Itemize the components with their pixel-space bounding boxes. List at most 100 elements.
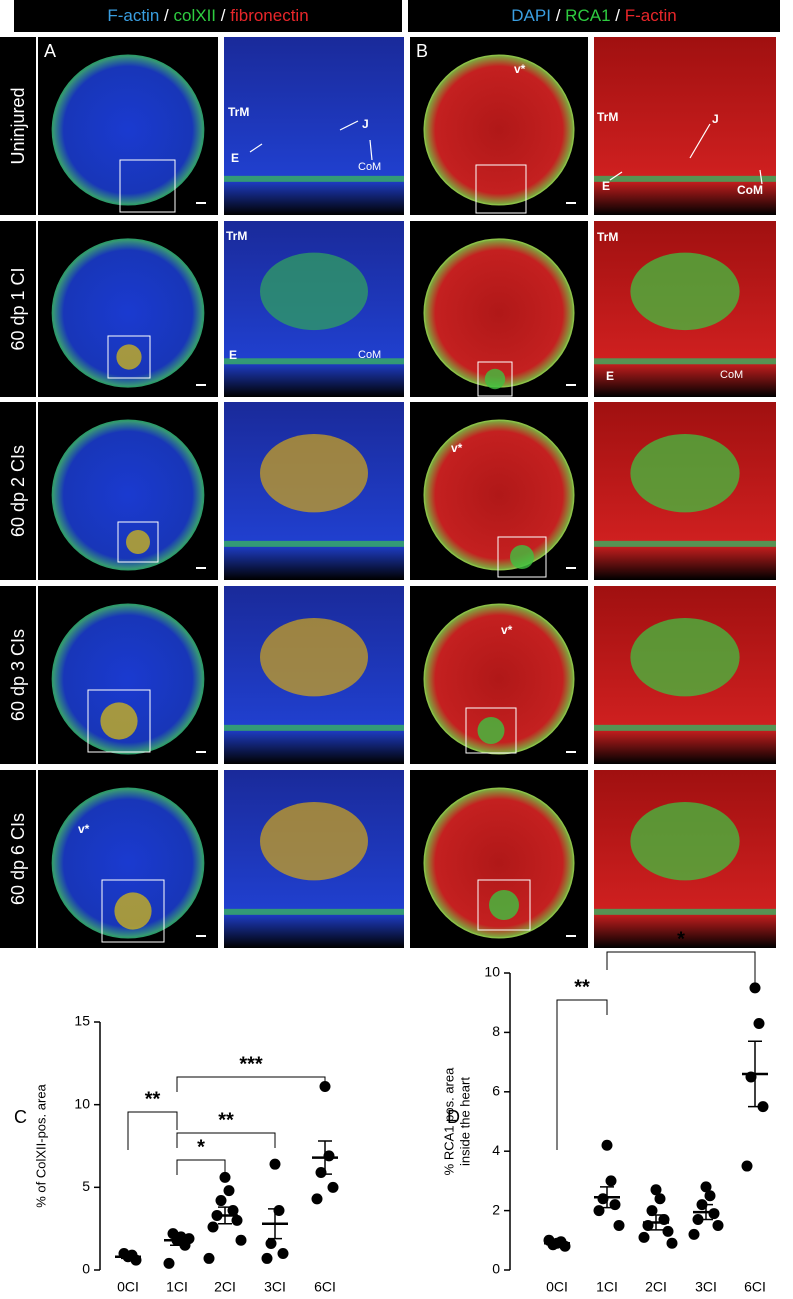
zoom: [594, 37, 776, 215]
scar: [630, 252, 740, 331]
x-tick-label: 2CI: [645, 1279, 667, 1295]
significance-label: **: [574, 976, 590, 998]
data-point: [708, 1208, 720, 1220]
data-point: [311, 1193, 323, 1205]
data-point: [235, 1234, 247, 1246]
row-label-bg: [0, 221, 36, 397]
data-point: [223, 1185, 235, 1197]
header-part: F-actin: [107, 6, 159, 25]
inset-box: [475, 164, 527, 214]
data-point: [662, 1225, 674, 1237]
annotation: E: [231, 151, 239, 165]
inset-box: [117, 521, 159, 563]
row-label: 60 dp 1 CI: [8, 267, 28, 350]
leader-line: [249, 143, 263, 153]
data-point: [207, 1221, 219, 1233]
heart-section: [423, 419, 575, 571]
header-part: fibronectin: [230, 6, 308, 25]
compact-layer: [224, 175, 404, 182]
data-point: [613, 1219, 625, 1231]
y-tick-label: 5: [82, 1178, 90, 1194]
error-bar: [600, 1186, 614, 1209]
row-label-bg: [0, 402, 36, 580]
data-point: [597, 1193, 609, 1205]
data-point: [688, 1228, 700, 1240]
heart-section: [423, 787, 575, 939]
scar: [630, 618, 740, 697]
header-part: /: [164, 6, 169, 25]
heart-section: [423, 238, 575, 388]
header-part: F-actin: [625, 6, 677, 25]
x-tick-label: 3CI: [695, 1279, 717, 1295]
injury: [100, 702, 138, 740]
scar: [630, 802, 740, 881]
error-bar: [699, 1203, 713, 1221]
annotation: TrM: [597, 230, 618, 244]
data-point: [700, 1181, 712, 1193]
x-tick-label: 6CI: [314, 1279, 336, 1295]
row-label: 60 dp 3 CIs: [8, 629, 28, 721]
injury: [489, 890, 519, 920]
row-label: Uninjured: [8, 87, 28, 164]
compact-layer: [594, 358, 776, 365]
data-point: [315, 1166, 327, 1178]
error-bar: [218, 1206, 232, 1225]
y-tick-label: 6: [492, 1083, 500, 1099]
compact-layer: [224, 540, 404, 547]
data-point: [753, 1017, 765, 1029]
x-tick-label: 0CI: [117, 1279, 139, 1295]
heart-section: [51, 787, 205, 939]
data-point: [167, 1228, 179, 1240]
header-bar: [408, 0, 780, 32]
error-bar: [649, 1214, 663, 1231]
data-point: [327, 1181, 339, 1193]
scar: [260, 434, 368, 513]
inset-box: [465, 707, 517, 754]
error-bar: [318, 1140, 332, 1175]
inset-box: [107, 335, 151, 379]
x-tick-label: 0CI: [546, 1279, 568, 1295]
significance-bracket: [176, 1132, 276, 1148]
significance-bracket: [176, 1076, 326, 1092]
annotation: E: [606, 369, 614, 383]
y-tick-label: 0: [82, 1261, 90, 1277]
y-tick-label: 2: [492, 1201, 500, 1217]
annotation: J: [712, 112, 719, 126]
y-axis-title: inside the heart: [457, 1077, 472, 1166]
significance-bracket: [176, 1159, 226, 1175]
y-tick-label: 10: [484, 964, 500, 980]
data-point: [741, 1160, 753, 1172]
scar: [630, 434, 740, 513]
data-point: [601, 1139, 613, 1151]
x-tick-label: 3CI: [264, 1279, 286, 1295]
panel-label: D: [447, 1107, 460, 1127]
leader-line: [609, 171, 623, 181]
significance-bracket: [127, 1111, 178, 1150]
annotation: v*: [501, 623, 513, 637]
row-label-bg: [0, 770, 36, 948]
annotation: CoM: [737, 183, 763, 197]
data-point: [666, 1237, 678, 1249]
y-tick-label: 4: [492, 1142, 500, 1158]
leader-line: [369, 139, 373, 161]
y-tick-label: 15: [74, 1013, 90, 1029]
compact-layer: [594, 908, 776, 915]
compact-layer: [594, 175, 776, 182]
injury: [126, 530, 150, 554]
annotation: TrM: [597, 110, 618, 124]
x-tick-label: 6CI: [744, 1279, 766, 1295]
heart-section: [51, 603, 205, 755]
compact-layer: [224, 908, 404, 915]
row-label-bg: [0, 586, 36, 764]
data-point: [692, 1214, 704, 1226]
header-part: /: [221, 6, 226, 25]
panel-label: B: [416, 41, 428, 61]
data-point: [273, 1204, 285, 1216]
scar: [260, 802, 368, 881]
x-tick-label: 1CI: [596, 1279, 618, 1295]
y-tick-label: 10: [74, 1095, 90, 1111]
significance-label: **: [218, 1109, 234, 1131]
error-bar: [748, 1040, 762, 1108]
